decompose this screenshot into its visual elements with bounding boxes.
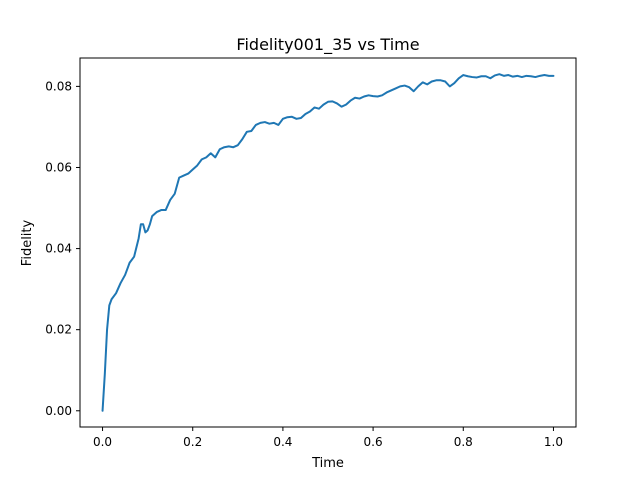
axes-frame bbox=[79, 57, 577, 428]
x-tick-label: 0.4 bbox=[273, 435, 292, 449]
x-axis-label: Time bbox=[311, 456, 344, 471]
chart-title: Fidelity001_35 vs Time bbox=[236, 35, 419, 55]
y-axis-label: Fidelity bbox=[20, 219, 35, 266]
y-tick-label: 0.00 bbox=[45, 404, 72, 418]
y-tick-label: 0.04 bbox=[45, 242, 72, 256]
x-axis: 0.0 0.2 0.4 0.6 0.8 1.0 bbox=[93, 427, 563, 449]
y-tick-label: 0.02 bbox=[45, 323, 72, 337]
x-tick-label: 0.6 bbox=[364, 435, 383, 449]
y-tick-label: 0.06 bbox=[45, 160, 72, 174]
x-tick-label: 0.8 bbox=[454, 435, 473, 449]
x-tick-label: 1.0 bbox=[544, 435, 563, 449]
y-tick-label: 0.08 bbox=[45, 79, 72, 93]
plot-area bbox=[101, 73, 555, 412]
x-tick-label: 0.2 bbox=[183, 435, 202, 449]
x-tick-label: 0.0 bbox=[93, 435, 112, 449]
series-line-0 bbox=[101, 73, 555, 412]
y-axis: 0.00 0.02 0.04 0.06 0.08 bbox=[45, 79, 80, 418]
